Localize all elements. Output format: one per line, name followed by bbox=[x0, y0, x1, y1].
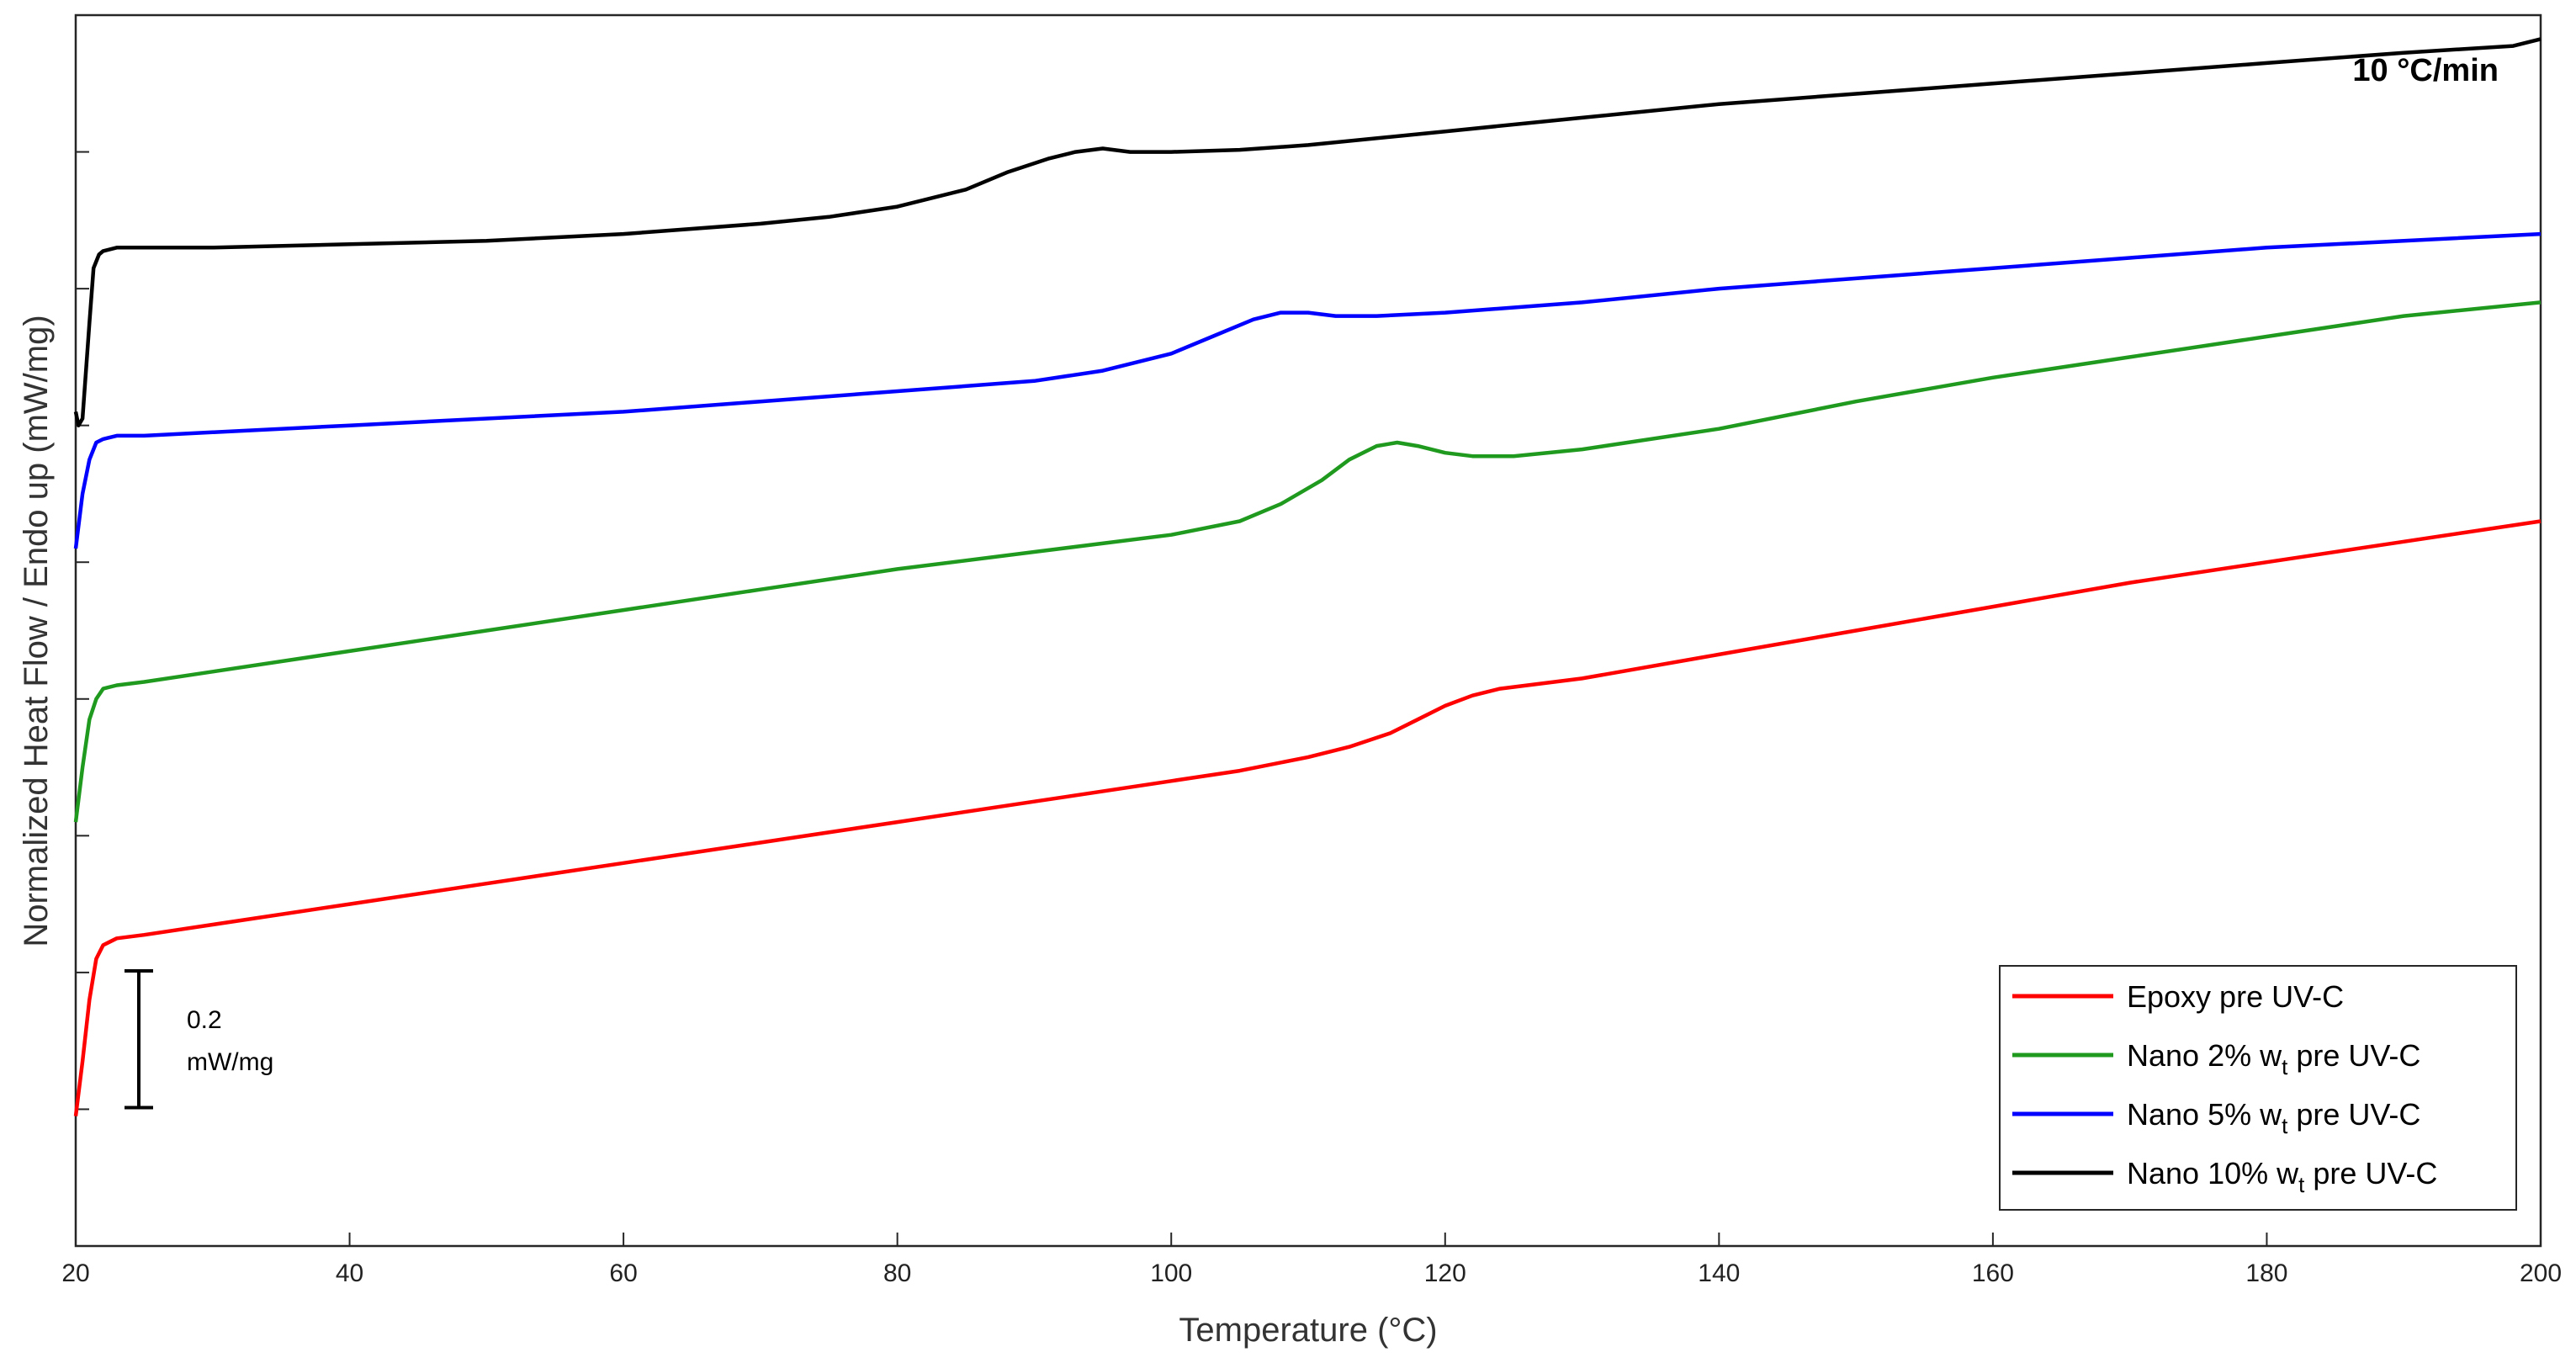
x-axis-ticks: 20 40 60 80 100 120 140 160 180 200 bbox=[61, 1233, 2562, 1287]
x-tick-label: 120 bbox=[1424, 1259, 1466, 1287]
x-tick-label: 200 bbox=[2520, 1259, 2562, 1287]
series-line-3 bbox=[73, 231, 2542, 549]
legend-label-4: Nano 10% wt pre UV-C bbox=[2127, 1156, 2437, 1197]
scale-bar: 0.2 mW/mg bbox=[125, 969, 273, 1110]
legend-label-3: Nano 5% wt pre UV-C bbox=[2127, 1097, 2420, 1138]
y-axis-title: Normalized Heat Flow / Endo up (mW/mg) bbox=[18, 315, 55, 946]
legend: Epoxy pre UV-C Nano 2% wt pre UV-C Nano 5%… bbox=[1999, 965, 2517, 1211]
series-line-2 bbox=[73, 300, 2542, 823]
x-axis-title: Temperature (°C) bbox=[1179, 1312, 1437, 1349]
legend-label-2: Nano 2% wt pre UV-C bbox=[2127, 1038, 2420, 1079]
x-tick-label: 160 bbox=[1972, 1259, 2014, 1287]
legend-label-1: Epoxy pre UV-C bbox=[2127, 979, 2344, 1014]
rate-annotation: 10 °C/min bbox=[2352, 53, 2499, 88]
x-tick-label: 100 bbox=[1150, 1259, 1192, 1287]
x-tick-label: 80 bbox=[883, 1259, 911, 1287]
x-tick-label: 40 bbox=[336, 1259, 363, 1287]
x-tick-label: 140 bbox=[1698, 1259, 1740, 1287]
x-tick-label: 20 bbox=[61, 1259, 89, 1287]
x-tick-label: 180 bbox=[2245, 1259, 2287, 1287]
series-layer bbox=[73, 37, 2542, 1116]
series-line-4 bbox=[73, 37, 2542, 427]
series-line-1 bbox=[73, 519, 2542, 1116]
x-tick-label: 60 bbox=[609, 1259, 637, 1287]
scale-bar-unit: mW/mg bbox=[187, 1048, 273, 1076]
scale-bar-value: 0.2 bbox=[187, 1006, 222, 1034]
legend-box bbox=[1999, 965, 2517, 1211]
